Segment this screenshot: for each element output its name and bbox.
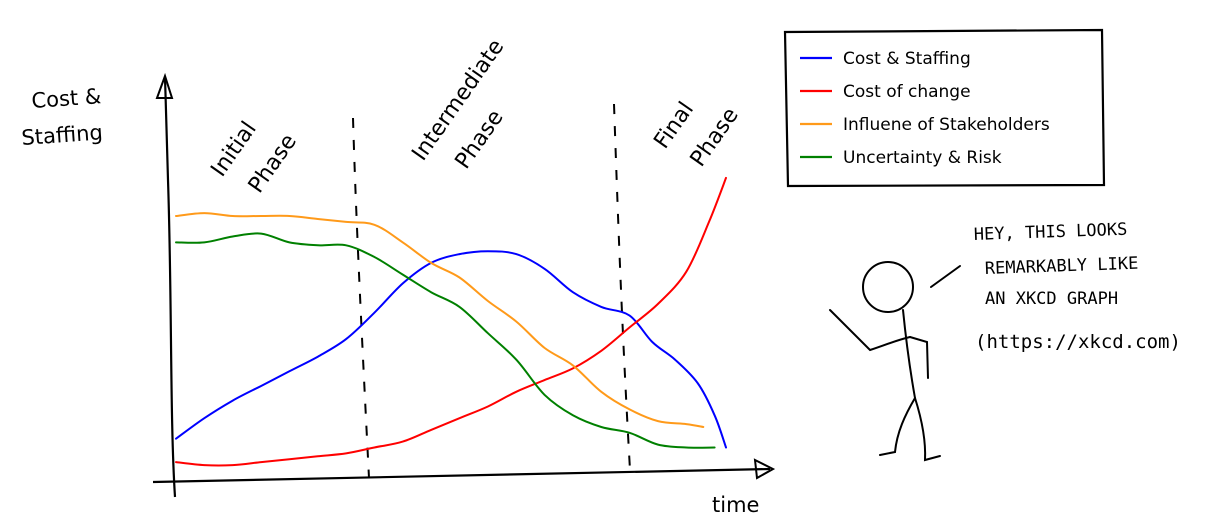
stick-figure-leg-left [879, 397, 916, 456]
phase-label-initial: Initial Phase [206, 117, 302, 198]
stick-figure-head [862, 261, 914, 313]
series-line-4 [175, 232, 716, 449]
y-axis-arrowhead [155, 72, 174, 99]
legend-box [783, 28, 1106, 188]
speech-line-3: AN XKCD GRAPH [985, 289, 1118, 309]
stick-figure-arm-left [829, 309, 911, 352]
speech-bubble-text: HEY, THIS LOOKS REMARKABLY LIKE AN XKCD … [973, 220, 1180, 353]
speech-line-1: HEY, THIS LOOKS [973, 220, 1127, 245]
x-axis-arrowhead [753, 458, 776, 480]
legend-label-3: Influene of Stakeholders [843, 115, 1050, 135]
legend: Cost & Staffing Cost of change Influene of… [783, 28, 1106, 188]
series-line-2 [175, 176, 727, 467]
phase-divider-initial-intermediate [352, 117, 370, 479]
x-axis-label: time [712, 493, 759, 517]
speech-line-2: REMARKABLY LIKE [984, 254, 1138, 279]
phase-label-final: Final Phase [649, 98, 743, 172]
stick-figure-arm-right [909, 336, 929, 379]
legend-items: Cost & Staffing Cost of change Influene of… [800, 49, 1050, 168]
stick-figure-body [902, 309, 916, 399]
legend-label-1: Cost & Staffing [843, 49, 971, 69]
phase-label-intermediate: Intermediate Phase [407, 35, 509, 174]
series-line-3 [175, 212, 705, 428]
x-axis [152, 467, 771, 484]
phase-divider-intermediate-final [613, 103, 631, 471]
speech-line-4: (https://xkcd.com) [975, 331, 1181, 353]
speech-pointer [930, 265, 961, 288]
series-line-1 [175, 250, 727, 449]
phase-label-final-line1: Final [649, 98, 699, 154]
legend-label-4: Uncertainty & Risk [843, 148, 1002, 168]
legend-label-2: Cost of change [843, 82, 971, 102]
stick-figure [829, 261, 961, 462]
stick-figure-leg-right [914, 397, 941, 462]
y-axis-label-line2: Staffing [21, 120, 104, 150]
y-axis [163, 77, 177, 498]
series-layer [175, 176, 727, 467]
y-axis-label-line1: Cost & [31, 84, 102, 113]
phase-label-intermediate-line1: Intermediate [407, 35, 509, 166]
